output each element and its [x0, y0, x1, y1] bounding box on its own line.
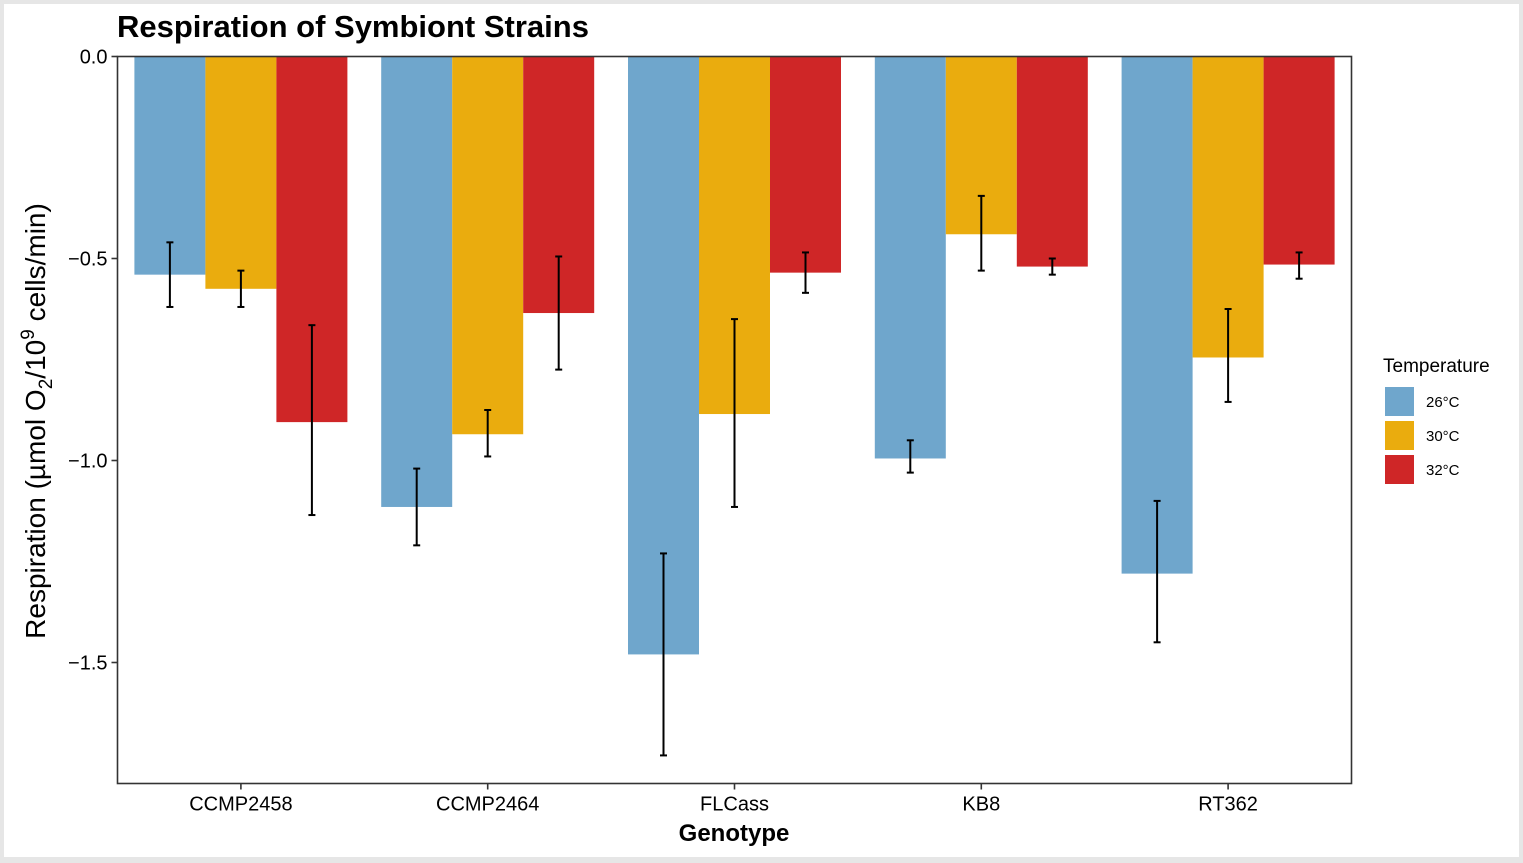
bar-KB8-26°C: [874, 56, 946, 459]
legend-swatch-32°C: [1385, 455, 1414, 484]
y-tick-label-3: −1.5: [68, 653, 107, 675]
legend: Temperature 26°C 30°C 32°C: [1383, 356, 1490, 484]
y-axis-title-subscript: 2: [36, 379, 57, 390]
bar-CCMP2464-30°C: [452, 56, 524, 435]
y-axis-title: Respiration (µmol O2/109 cells/min): [18, 203, 57, 639]
error-bar-RT362-32°C: [1295, 251, 1303, 280]
error-bar-FLCass-32°C: [802, 251, 809, 294]
bar-CCMP2458-26°C: [134, 56, 206, 275]
y-tick-label-2: −1.0: [68, 451, 107, 473]
x-tick-label-CCMP2458: CCMP2458: [189, 794, 292, 816]
bar-CCMP2458-30°C: [205, 56, 277, 289]
error-bar-FLCass-30°C: [731, 318, 738, 508]
bar-chart: Respiration of Symbiont Strains 0.0 −0.5 −…: [18, 9, 1490, 847]
error-bar-KB8-26°C: [906, 439, 914, 474]
error-bar-CCMP2458-26°C: [166, 241, 174, 308]
legend-title: Temperature: [1383, 356, 1490, 377]
error-bar-CCMP2458-32°C: [308, 324, 316, 517]
error-bar-CCMP2464-32°C: [555, 255, 563, 371]
legend-swatch-30°C: [1385, 421, 1414, 450]
legend-label-32°C: 32°C: [1426, 462, 1460, 479]
bar-RT362-26°C: [1121, 56, 1193, 574]
bar-CCMP2464-26°C: [381, 56, 453, 507]
error-bar-KB8-30°C: [977, 194, 985, 272]
y-axis-title-mid: /10: [20, 340, 51, 379]
error-bar-CCMP2464-30°C: [484, 409, 492, 458]
y-axis-title-suffix: cells/min): [20, 203, 51, 329]
x-tick-label-KB8: KB8: [962, 794, 1000, 816]
error-bars-layer: [166, 194, 1303, 757]
x-tick-label-CCMP2464: CCMP2464: [436, 794, 539, 816]
bar-KB8-32°C: [1016, 56, 1088, 267]
y-axis: 0.0 −0.5 −1.0 −1.5: [68, 47, 118, 675]
error-bar-RT362-26°C: [1153, 499, 1161, 644]
chart-frame: Respiration of Symbiont Strains 0.0 −0.5 −…: [4, 4, 1519, 857]
y-axis-title-superscript: 9: [18, 329, 39, 340]
chart-title: Respiration of Symbiont Strains: [117, 9, 589, 44]
legend-swatch-26°C: [1385, 387, 1414, 416]
error-bar-CCMP2458-30°C: [237, 269, 245, 308]
bar-RT362-32°C: [1263, 56, 1335, 265]
bar-RT362-30°C: [1192, 56, 1264, 358]
x-axis: CCMP2458 CCMP2464 FLCass KB8 RT362: [189, 783, 1258, 816]
x-tick-label-RT362: RT362: [1198, 794, 1258, 816]
y-tick-label-0: 0.0: [80, 47, 108, 69]
error-bar-FLCass-26°C: [660, 552, 667, 757]
bar-FLCass-32°C: [770, 56, 841, 273]
x-tick-label-FLCass: FLCass: [700, 794, 769, 816]
error-bar-CCMP2464-26°C: [413, 467, 421, 547]
y-tick-label-1: −0.5: [68, 249, 107, 271]
legend-label-30°C: 30°C: [1426, 428, 1460, 445]
x-axis-title: Genotype: [679, 820, 790, 847]
y-axis-title-prefix: Respiration (µmol O: [20, 389, 51, 639]
error-bar-RT362-30°C: [1224, 308, 1232, 403]
legend-label-26°C: 26°C: [1426, 394, 1460, 411]
error-bar-KB8-32°C: [1048, 257, 1056, 276]
